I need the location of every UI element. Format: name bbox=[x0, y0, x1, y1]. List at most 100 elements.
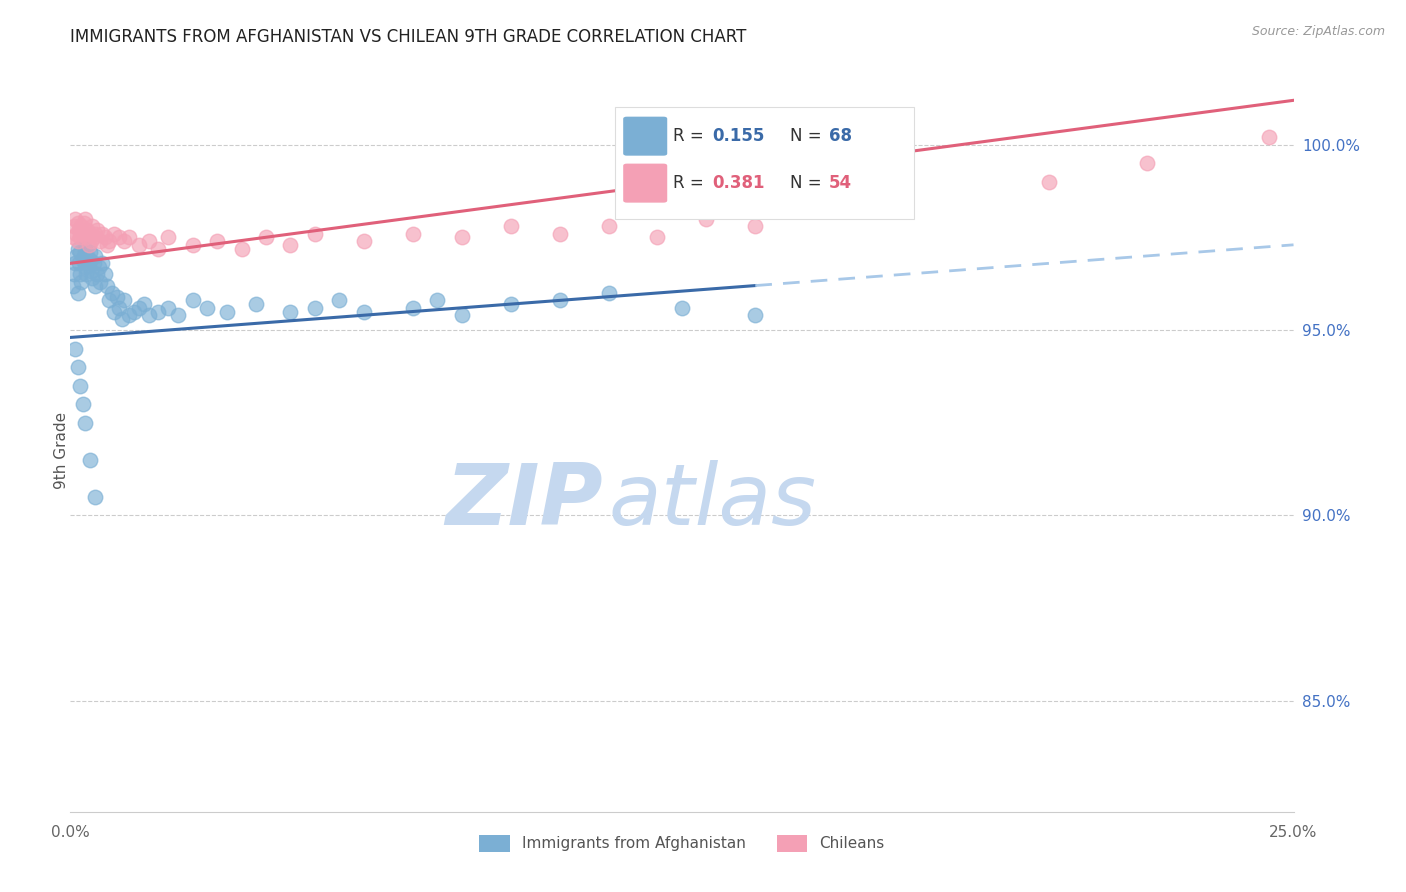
Point bbox=[63, 211, 86, 226]
Point bbox=[499, 219, 522, 234]
Point bbox=[91, 227, 114, 241]
Point bbox=[353, 304, 375, 318]
Point bbox=[891, 194, 914, 208]
Point bbox=[245, 297, 267, 311]
Y-axis label: 9th Grade: 9th Grade bbox=[55, 412, 69, 489]
Point bbox=[205, 234, 228, 248]
Point bbox=[98, 234, 121, 248]
Point bbox=[499, 297, 522, 311]
Point bbox=[65, 249, 87, 263]
Point bbox=[83, 256, 105, 270]
Point bbox=[695, 211, 717, 226]
Point bbox=[280, 237, 302, 252]
Point bbox=[62, 230, 84, 244]
Point bbox=[402, 227, 425, 241]
Point bbox=[67, 256, 90, 270]
Point bbox=[111, 312, 134, 326]
Point bbox=[793, 204, 815, 219]
Point bbox=[647, 230, 669, 244]
Point bbox=[73, 416, 96, 430]
Point bbox=[1136, 156, 1159, 170]
Point bbox=[83, 230, 105, 244]
Point bbox=[82, 219, 104, 234]
Point bbox=[66, 285, 89, 300]
Point bbox=[108, 230, 131, 244]
Point bbox=[79, 227, 101, 241]
Point bbox=[98, 293, 121, 308]
Point bbox=[79, 252, 101, 267]
Point bbox=[112, 293, 135, 308]
Point bbox=[671, 301, 693, 315]
Point bbox=[82, 271, 104, 285]
Point bbox=[83, 278, 105, 293]
Point bbox=[70, 219, 93, 234]
Point bbox=[231, 242, 253, 256]
Point bbox=[304, 301, 326, 315]
Point bbox=[450, 308, 472, 322]
Point bbox=[101, 285, 124, 300]
Point bbox=[83, 490, 105, 504]
Point bbox=[69, 230, 91, 244]
Point bbox=[79, 452, 101, 467]
Point bbox=[132, 297, 155, 311]
Text: atlas: atlas bbox=[609, 459, 817, 542]
Point bbox=[76, 223, 98, 237]
Text: ZIP: ZIP bbox=[444, 459, 602, 542]
Point bbox=[75, 230, 97, 244]
Point bbox=[80, 264, 103, 278]
Point bbox=[66, 234, 89, 248]
Point bbox=[72, 227, 94, 241]
Point bbox=[70, 275, 93, 289]
Text: 0.381: 0.381 bbox=[713, 174, 765, 192]
Point bbox=[1038, 175, 1060, 189]
Point bbox=[548, 227, 571, 241]
Legend: Immigrants from Afghanistan, Chileans: Immigrants from Afghanistan, Chileans bbox=[474, 829, 890, 858]
Point bbox=[83, 227, 105, 241]
Point bbox=[69, 378, 91, 392]
Point bbox=[1258, 130, 1281, 145]
Point bbox=[138, 234, 160, 248]
Point bbox=[76, 249, 98, 263]
Point bbox=[353, 234, 375, 248]
Point bbox=[89, 275, 111, 289]
FancyBboxPatch shape bbox=[614, 107, 914, 219]
Point bbox=[66, 216, 89, 230]
Point bbox=[215, 304, 238, 318]
FancyBboxPatch shape bbox=[623, 117, 668, 156]
Text: 54: 54 bbox=[828, 174, 852, 192]
Point bbox=[426, 293, 449, 308]
Point bbox=[195, 301, 218, 315]
Point bbox=[72, 252, 94, 267]
Point bbox=[328, 293, 350, 308]
Text: 0.155: 0.155 bbox=[713, 128, 765, 145]
Point bbox=[77, 256, 100, 270]
Text: R =: R = bbox=[673, 174, 710, 192]
Point bbox=[63, 268, 86, 282]
Point bbox=[118, 230, 141, 244]
Point bbox=[157, 301, 180, 315]
Point bbox=[181, 237, 204, 252]
Point bbox=[73, 260, 96, 274]
Point bbox=[62, 278, 84, 293]
Point bbox=[598, 285, 620, 300]
Point bbox=[63, 256, 86, 270]
Text: N =: N = bbox=[790, 128, 827, 145]
Point bbox=[128, 237, 150, 252]
Point bbox=[67, 223, 90, 237]
Point bbox=[73, 216, 96, 230]
Point bbox=[93, 230, 115, 244]
Point bbox=[77, 237, 100, 252]
Point bbox=[80, 234, 103, 248]
Text: IMMIGRANTS FROM AFGHANISTAN VS CHILEAN 9TH GRADE CORRELATION CHART: IMMIGRANTS FROM AFGHANISTAN VS CHILEAN 9… bbox=[70, 28, 747, 45]
Point bbox=[128, 301, 150, 315]
Point bbox=[157, 230, 180, 244]
Point bbox=[148, 242, 170, 256]
Point bbox=[138, 308, 160, 322]
Point bbox=[66, 360, 89, 375]
Point bbox=[280, 304, 302, 318]
Text: R =: R = bbox=[673, 128, 710, 145]
Point bbox=[122, 304, 145, 318]
Point bbox=[63, 342, 86, 356]
Point bbox=[86, 223, 108, 237]
Point bbox=[66, 242, 89, 256]
